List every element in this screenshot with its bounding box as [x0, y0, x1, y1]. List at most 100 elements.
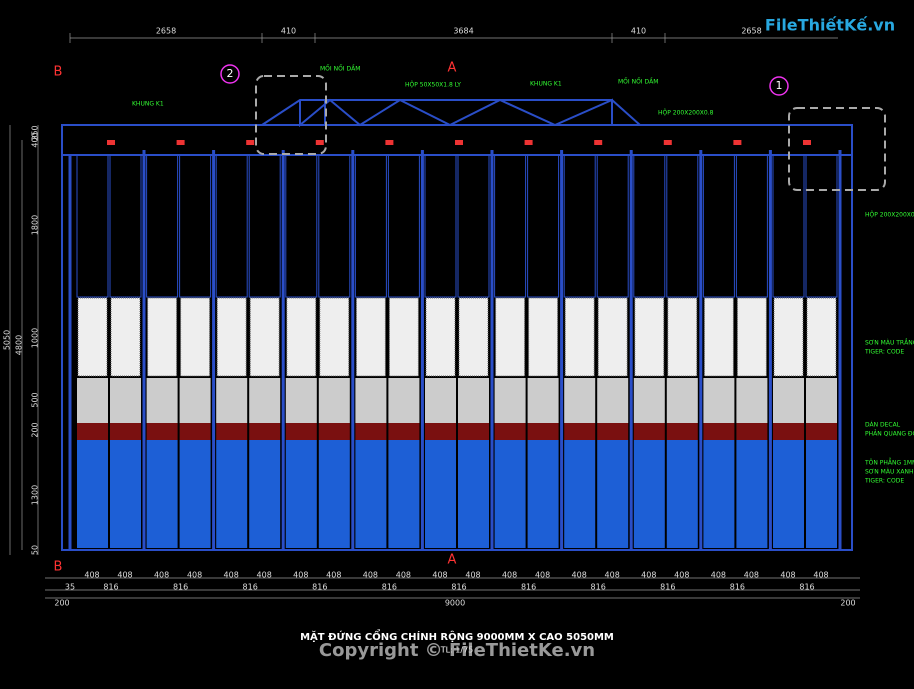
annotation: SƠN MÀU XANH [865, 469, 913, 476]
dim-label: 408 [502, 571, 517, 580]
dim-label: 408 [224, 571, 239, 580]
annotation: MỐI NỐI DẦM [320, 65, 360, 73]
annotation: DÁN DECAL [865, 422, 901, 429]
annotation: HỘP 200X200X0.8 [865, 212, 914, 219]
dim-label: 408 [187, 571, 202, 580]
leaf-red [736, 423, 768, 440]
dim-label: 408 [257, 571, 272, 580]
leaf-blue [318, 440, 350, 548]
leaf-white [666, 378, 698, 423]
leaf-blue [494, 440, 526, 548]
dim-label: 816 [521, 583, 536, 592]
leaf-white [425, 378, 456, 423]
leaf-mesh [495, 297, 526, 377]
leaf-red [806, 423, 837, 440]
leaf-glass [76, 154, 109, 298]
dim-label: 408 [744, 571, 759, 580]
leaf-glass [354, 154, 387, 298]
leaf-red [249, 423, 281, 440]
section-mark: B [54, 560, 63, 575]
leaf-red [527, 423, 559, 440]
leaf-glass [146, 154, 179, 298]
dim-label: 408 [711, 571, 726, 580]
bracket [524, 140, 533, 145]
dim-label: 1300 [31, 485, 40, 505]
leaf-blue [77, 440, 108, 548]
dim-label: 408 [363, 571, 378, 580]
leaf-mesh [634, 297, 665, 377]
leaf-blue [564, 440, 596, 548]
callout-circle [769, 76, 789, 96]
leaf-red [179, 423, 211, 440]
leaf-red [597, 423, 629, 440]
leaf-mesh [216, 297, 247, 377]
leaf-mesh [528, 297, 559, 377]
dim-label: 408 [84, 571, 99, 580]
leaf-blue [216, 440, 248, 548]
leaf-red [633, 423, 665, 440]
leaf-glass [527, 154, 560, 298]
leaf-glass [805, 154, 838, 298]
leaf-white [146, 378, 178, 423]
section-mark: B [54, 65, 63, 80]
dim-label: 250 [31, 125, 40, 140]
leaf-blue [736, 440, 768, 548]
logo: FileThiếtKế.vn [765, 16, 895, 35]
dim-label: 4800 [15, 335, 24, 355]
dim-label: 816 [660, 583, 675, 592]
leaf-glass [318, 154, 351, 298]
leaf-glass [666, 154, 699, 298]
leaf-glass [735, 154, 768, 298]
leaf-white [249, 378, 281, 423]
leaf-red [703, 423, 735, 440]
leaf-glass [457, 154, 490, 298]
leaf-white [110, 378, 141, 423]
leaf-mesh [249, 297, 280, 377]
dim-label: 408 [465, 571, 480, 580]
leaf-glass [109, 154, 142, 298]
leaf-mesh [597, 297, 628, 377]
leaf-white [216, 378, 248, 423]
dim-label: 408 [293, 571, 308, 580]
dim-label: 408 [674, 571, 689, 580]
leaf-white [355, 378, 387, 423]
leaf-white [318, 378, 350, 423]
leaf-blue [458, 440, 489, 548]
leaf-mesh [286, 297, 317, 377]
leaf-white [527, 378, 559, 423]
dim-label: 816 [243, 583, 258, 592]
leaf-blue [285, 440, 317, 548]
annotation: HỘP 200X200X0.8 [658, 110, 714, 117]
leaf-glass [179, 154, 212, 298]
leaf-red [110, 423, 141, 440]
leaf-mesh [110, 297, 141, 377]
leaf-red [355, 423, 387, 440]
dim-label: 408 [326, 571, 341, 580]
leaf-red [77, 423, 108, 440]
dim-label: 410 [281, 27, 296, 36]
dim-label: 408 [396, 571, 411, 580]
leaf-glass [563, 154, 596, 298]
dim-label: 2658 [156, 27, 176, 36]
dim-label: 816 [451, 583, 466, 592]
dim-label: 1800 [31, 215, 40, 235]
leaf-white [736, 378, 768, 423]
leaf-glass [772, 154, 805, 298]
leaf-blue [425, 440, 456, 548]
dim-label: 9000 [445, 599, 465, 608]
dim-label: 408 [813, 571, 828, 580]
leaf-blue [110, 440, 141, 548]
bracket [246, 140, 255, 145]
leaf-blue [179, 440, 211, 548]
bracket [803, 140, 811, 145]
leaf-white [703, 378, 735, 423]
section-mark: A [448, 61, 457, 76]
dim-label: 816 [173, 583, 188, 592]
leaf-mesh [703, 297, 734, 377]
dim-label: 408 [117, 571, 132, 580]
leaf-mesh [458, 297, 489, 377]
leaf-glass [494, 154, 527, 298]
title: MẶT ĐỨNG CỔNG CHÍNH RỘNG 9000MM X CAO 50… [300, 628, 614, 643]
bracket [594, 140, 603, 145]
